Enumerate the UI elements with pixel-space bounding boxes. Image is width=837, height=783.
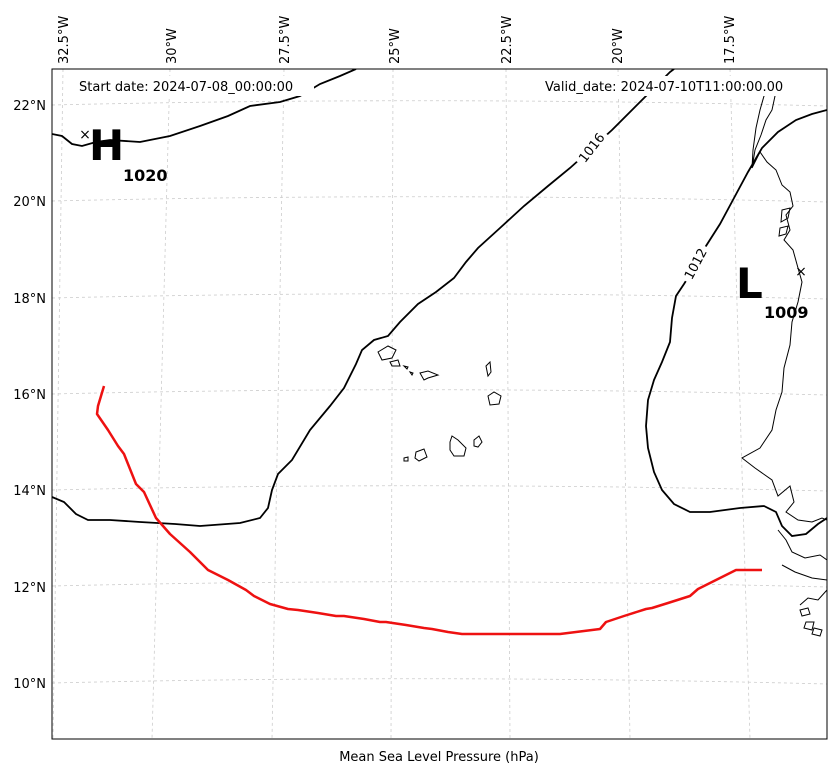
meridian-line — [617, 69, 631, 739]
lat-label-20n: 20°N — [13, 195, 46, 210]
high-center-marker: × — [79, 127, 91, 143]
lon-label-25w: 25°W — [388, 28, 403, 64]
lon-label-20w: 20°W — [611, 28, 626, 64]
parallel-line — [52, 293, 827, 300]
lat-label-18n: 18°N — [13, 292, 46, 307]
parallel-line — [52, 100, 827, 107]
lat-label-12n: 12°N — [13, 581, 46, 596]
graticule — [52, 69, 827, 739]
meridian-line — [151, 69, 171, 739]
lat-label-14n: 14°N — [13, 484, 46, 499]
meridian-line — [729, 69, 751, 739]
valid-date-text: Valid_date: 2024-07-10T11:00:00.00 — [545, 80, 783, 95]
parallel-line — [52, 485, 827, 492]
lon-label-27-5w: 27.5°W — [278, 16, 293, 64]
parallel-line — [52, 389, 827, 396]
storm-track — [95, 385, 762, 636]
meridian-line — [390, 69, 394, 739]
parallel-line — [52, 196, 827, 203]
longitude-labels: 32.5°W 30°W 27.5°W 25°W 22.5°W 20°W 17.5… — [57, 16, 738, 64]
lon-label-17-5w: 17.5°W — [723, 16, 738, 64]
isobar-label-1016-group: 1016 — [573, 127, 611, 169]
high-pressure-value: 1020 — [123, 166, 168, 185]
isobars — [52, 69, 827, 537]
parallel-line — [52, 678, 827, 685]
meridian-line — [505, 69, 511, 739]
start-date-text: Start date: 2024-07-08_00:00:00 — [79, 80, 293, 95]
coastal-island — [778, 207, 823, 637]
latitude-labels: 22°N 20°N 18°N 16°N 14°N 12°N 10°N — [13, 99, 46, 692]
isobar-1012 — [645, 109, 827, 537]
lon-label-32-5w: 32.5°W — [57, 16, 72, 64]
low-center-marker: × — [795, 264, 807, 280]
isobar-1016 — [52, 69, 675, 527]
lon-label-22-5w: 22.5°W — [500, 16, 515, 64]
lat-label-10n: 10°N — [13, 677, 46, 692]
parallel-line — [52, 581, 827, 588]
low-pressure-letter: L — [736, 259, 763, 308]
map-caption: Mean Sea Level Pressure (hPa) — [339, 750, 539, 765]
map-frame — [51, 68, 828, 740]
lat-label-22n: 22°N — [13, 99, 46, 114]
meridian-line — [52, 69, 64, 739]
high-pressure-letter: H — [89, 121, 124, 170]
lat-label-16n: 16°N — [13, 388, 46, 403]
cape-verde-islands — [377, 345, 502, 462]
low-pressure-value: 1009 — [764, 303, 809, 322]
isobar-label-1012-group: 1012 — [679, 242, 713, 286]
lon-label-30w: 30°W — [165, 28, 180, 64]
isobar-label-1012: 1012 — [682, 246, 711, 282]
meridian-line — [271, 69, 285, 739]
